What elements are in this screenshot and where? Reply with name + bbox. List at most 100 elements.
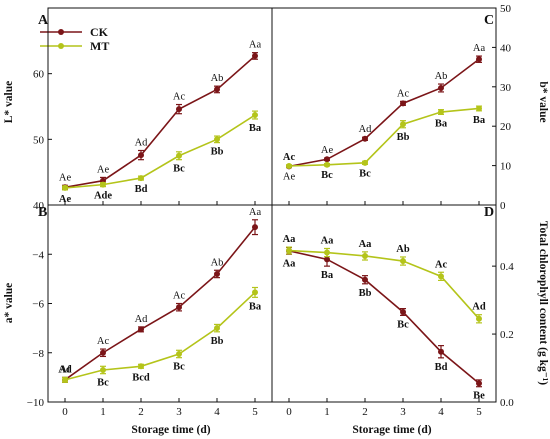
sig-label-c-mt-5: Ba [473, 115, 486, 126]
sig-label-c-ck-1: Ae [321, 145, 334, 156]
data-point-d-ck-3 [400, 308, 406, 315]
xtick-label-b-2: 2 [138, 406, 144, 418]
data-point-b-mt-0 [62, 376, 68, 383]
data-point-c-mt-1 [324, 161, 330, 168]
sig-label-d-mt-0: Aa [283, 234, 297, 245]
sig-label-a-mt-4: Bb [211, 147, 224, 158]
data-point-c-ck-3 [400, 100, 406, 107]
sig-label-b-mt-2: Bcd [132, 372, 150, 383]
legend-marker-mt [58, 43, 64, 49]
xtick-label-b-4: 4 [214, 406, 220, 418]
sig-label-c-mt-0: Ac [283, 152, 296, 163]
ytick-label-b-3: −4 [32, 249, 44, 261]
data-point-c-mt-0 [286, 162, 292, 169]
data-point-d-mt-4 [438, 273, 444, 280]
sig-label-d-mt-3: Ab [396, 244, 410, 255]
sig-label-d-ck-1: Ba [321, 270, 334, 281]
sig-label-b-mt-0: Ad [58, 364, 72, 375]
legend-label-mt: MT [90, 39, 109, 53]
ytick-label-c-2: 20 [500, 121, 512, 133]
sig-label-b-ck-5: Aa [249, 207, 262, 218]
data-point-c-ck-5 [476, 56, 482, 63]
xtick-label-d-4: 4 [438, 406, 444, 418]
data-point-d-mt-2 [362, 252, 368, 259]
data-point-c-mt-3 [400, 121, 406, 128]
xtick-label-b-3: 3 [176, 406, 182, 418]
sig-label-d-mt-2: Aa [359, 239, 373, 250]
data-point-a-ck-5 [252, 52, 258, 59]
plot-d: 0.0 0.2 0.4 0 1 2 3 4 5 Aa Ba Bb Bc Bd Be Aa Aa Aa Ab Ac Ad [283, 234, 515, 418]
ytick-label-a-1: 50 [33, 134, 45, 146]
series-line-b-ck [64, 226, 256, 381]
plot-b: −10 −8 −6 −4 0 1 2 3 4 5 Af Ac Ad Ac Ab Aa Ad Bc Bcd Bc Bb Ba [27, 207, 262, 418]
plot-c: 0 10 20 30 40 50 Ae Ae Ad Ac Ab Aa Ac Bc Bc Bb Ba Ba [283, 3, 512, 212]
sig-label-a-mt-1: Ade [94, 191, 112, 202]
panel-label-b: B [38, 205, 47, 220]
xtick-label-d-1: 1 [324, 406, 330, 418]
data-point-c-ck-2 [362, 135, 368, 142]
sig-label-b-mt-1: Bc [97, 378, 109, 389]
sig-label-c-ck-0: Ae [283, 172, 296, 183]
ytick-label-b-0: −10 [27, 397, 45, 409]
panel-A: A [38, 13, 49, 28]
ytick-label-d-0: 0.0 [500, 397, 514, 409]
series-line-c-ck [288, 58, 480, 168]
sig-label-d-ck-5: Be [473, 391, 485, 402]
ytick-label-b-2: −6 [32, 299, 44, 311]
sig-label-c-mt-4: Ba [435, 118, 448, 129]
legend-marker-ck [58, 29, 64, 35]
ytick-label-c-3: 30 [500, 82, 512, 94]
data-point-d-mt-5 [476, 315, 482, 322]
data-point-b-mt-2 [138, 363, 144, 370]
data-point-d-mt-3 [400, 258, 406, 265]
sig-label-a-ck-1: Ae [97, 164, 110, 175]
ytick-label-d-2: 0.4 [500, 261, 514, 273]
sig-label-a-ck-0: Ae [59, 172, 72, 183]
sig-label-b-ck-4: Ab [211, 257, 224, 268]
series-line-d-mt [288, 249, 480, 320]
data-point-d-ck-4 [438, 348, 444, 355]
sig-label-d-mt-5: Ad [472, 302, 486, 313]
sig-label-b-ck-1: Ac [97, 336, 110, 347]
data-point-a-mt-5 [252, 112, 258, 119]
xtick-label-d-2: 2 [362, 406, 368, 418]
data-point-a-ck-4 [214, 86, 220, 93]
ytick-label-c-0: 0 [500, 200, 506, 212]
sig-label-b-ck-0: Af [59, 364, 71, 375]
xlabel-right: Storage time (d) [352, 424, 431, 436]
sig-label-d-ck-0: Aa [283, 258, 297, 269]
data-point-a-mt-0 [62, 184, 68, 191]
sig-label-b-ck-3: Ac [173, 291, 186, 302]
series-b-ck: Af Ac Ad Ac Ab Aa [59, 207, 261, 383]
ytick-label-c-4: 40 [500, 42, 512, 54]
sig-label-c-ck-4: Ab [435, 71, 448, 82]
sig-label-a-mt-3: Bc [173, 164, 185, 175]
sig-label-a-mt-5: Ba [249, 123, 262, 134]
data-point-a-ck-2 [138, 152, 144, 159]
series-line-c-mt [288, 107, 480, 167]
sig-label-a-mt-2: Bd [135, 184, 148, 195]
data-point-b-ck-5 [252, 224, 258, 231]
sig-label-b-mt-3: Bc [173, 362, 185, 373]
data-point-d-ck-1 [324, 256, 330, 263]
data-point-a-mt-2 [138, 175, 144, 182]
data-point-b-ck-2 [138, 326, 144, 333]
series-b-mt: Ad Bc Bcd Bc Bb Ba [58, 286, 262, 389]
xtick-label-d-3: 3 [400, 406, 406, 418]
ytick-label-a-2: 60 [33, 69, 45, 81]
ytick-label-b-1: −8 [32, 348, 44, 360]
sig-label-c-mt-1: Bc [321, 170, 333, 181]
series-line-d-ck [288, 250, 480, 384]
ylabel-a: L* value [3, 81, 15, 124]
data-point-d-mt-0 [286, 247, 292, 254]
panel-C: C [484, 13, 494, 28]
data-point-d-ck-2 [362, 276, 368, 283]
sig-label-d-ck-2: Bb [359, 288, 372, 299]
data-point-a-ck-3 [176, 106, 182, 113]
sig-label-a-ck-5: Aa [249, 40, 262, 51]
sig-label-b-mt-4: Bb [211, 336, 224, 347]
data-point-c-mt-4 [438, 109, 444, 116]
ytick-label-c-5: 50 [500, 3, 512, 15]
xtick-label-d-5: 5 [476, 406, 482, 418]
